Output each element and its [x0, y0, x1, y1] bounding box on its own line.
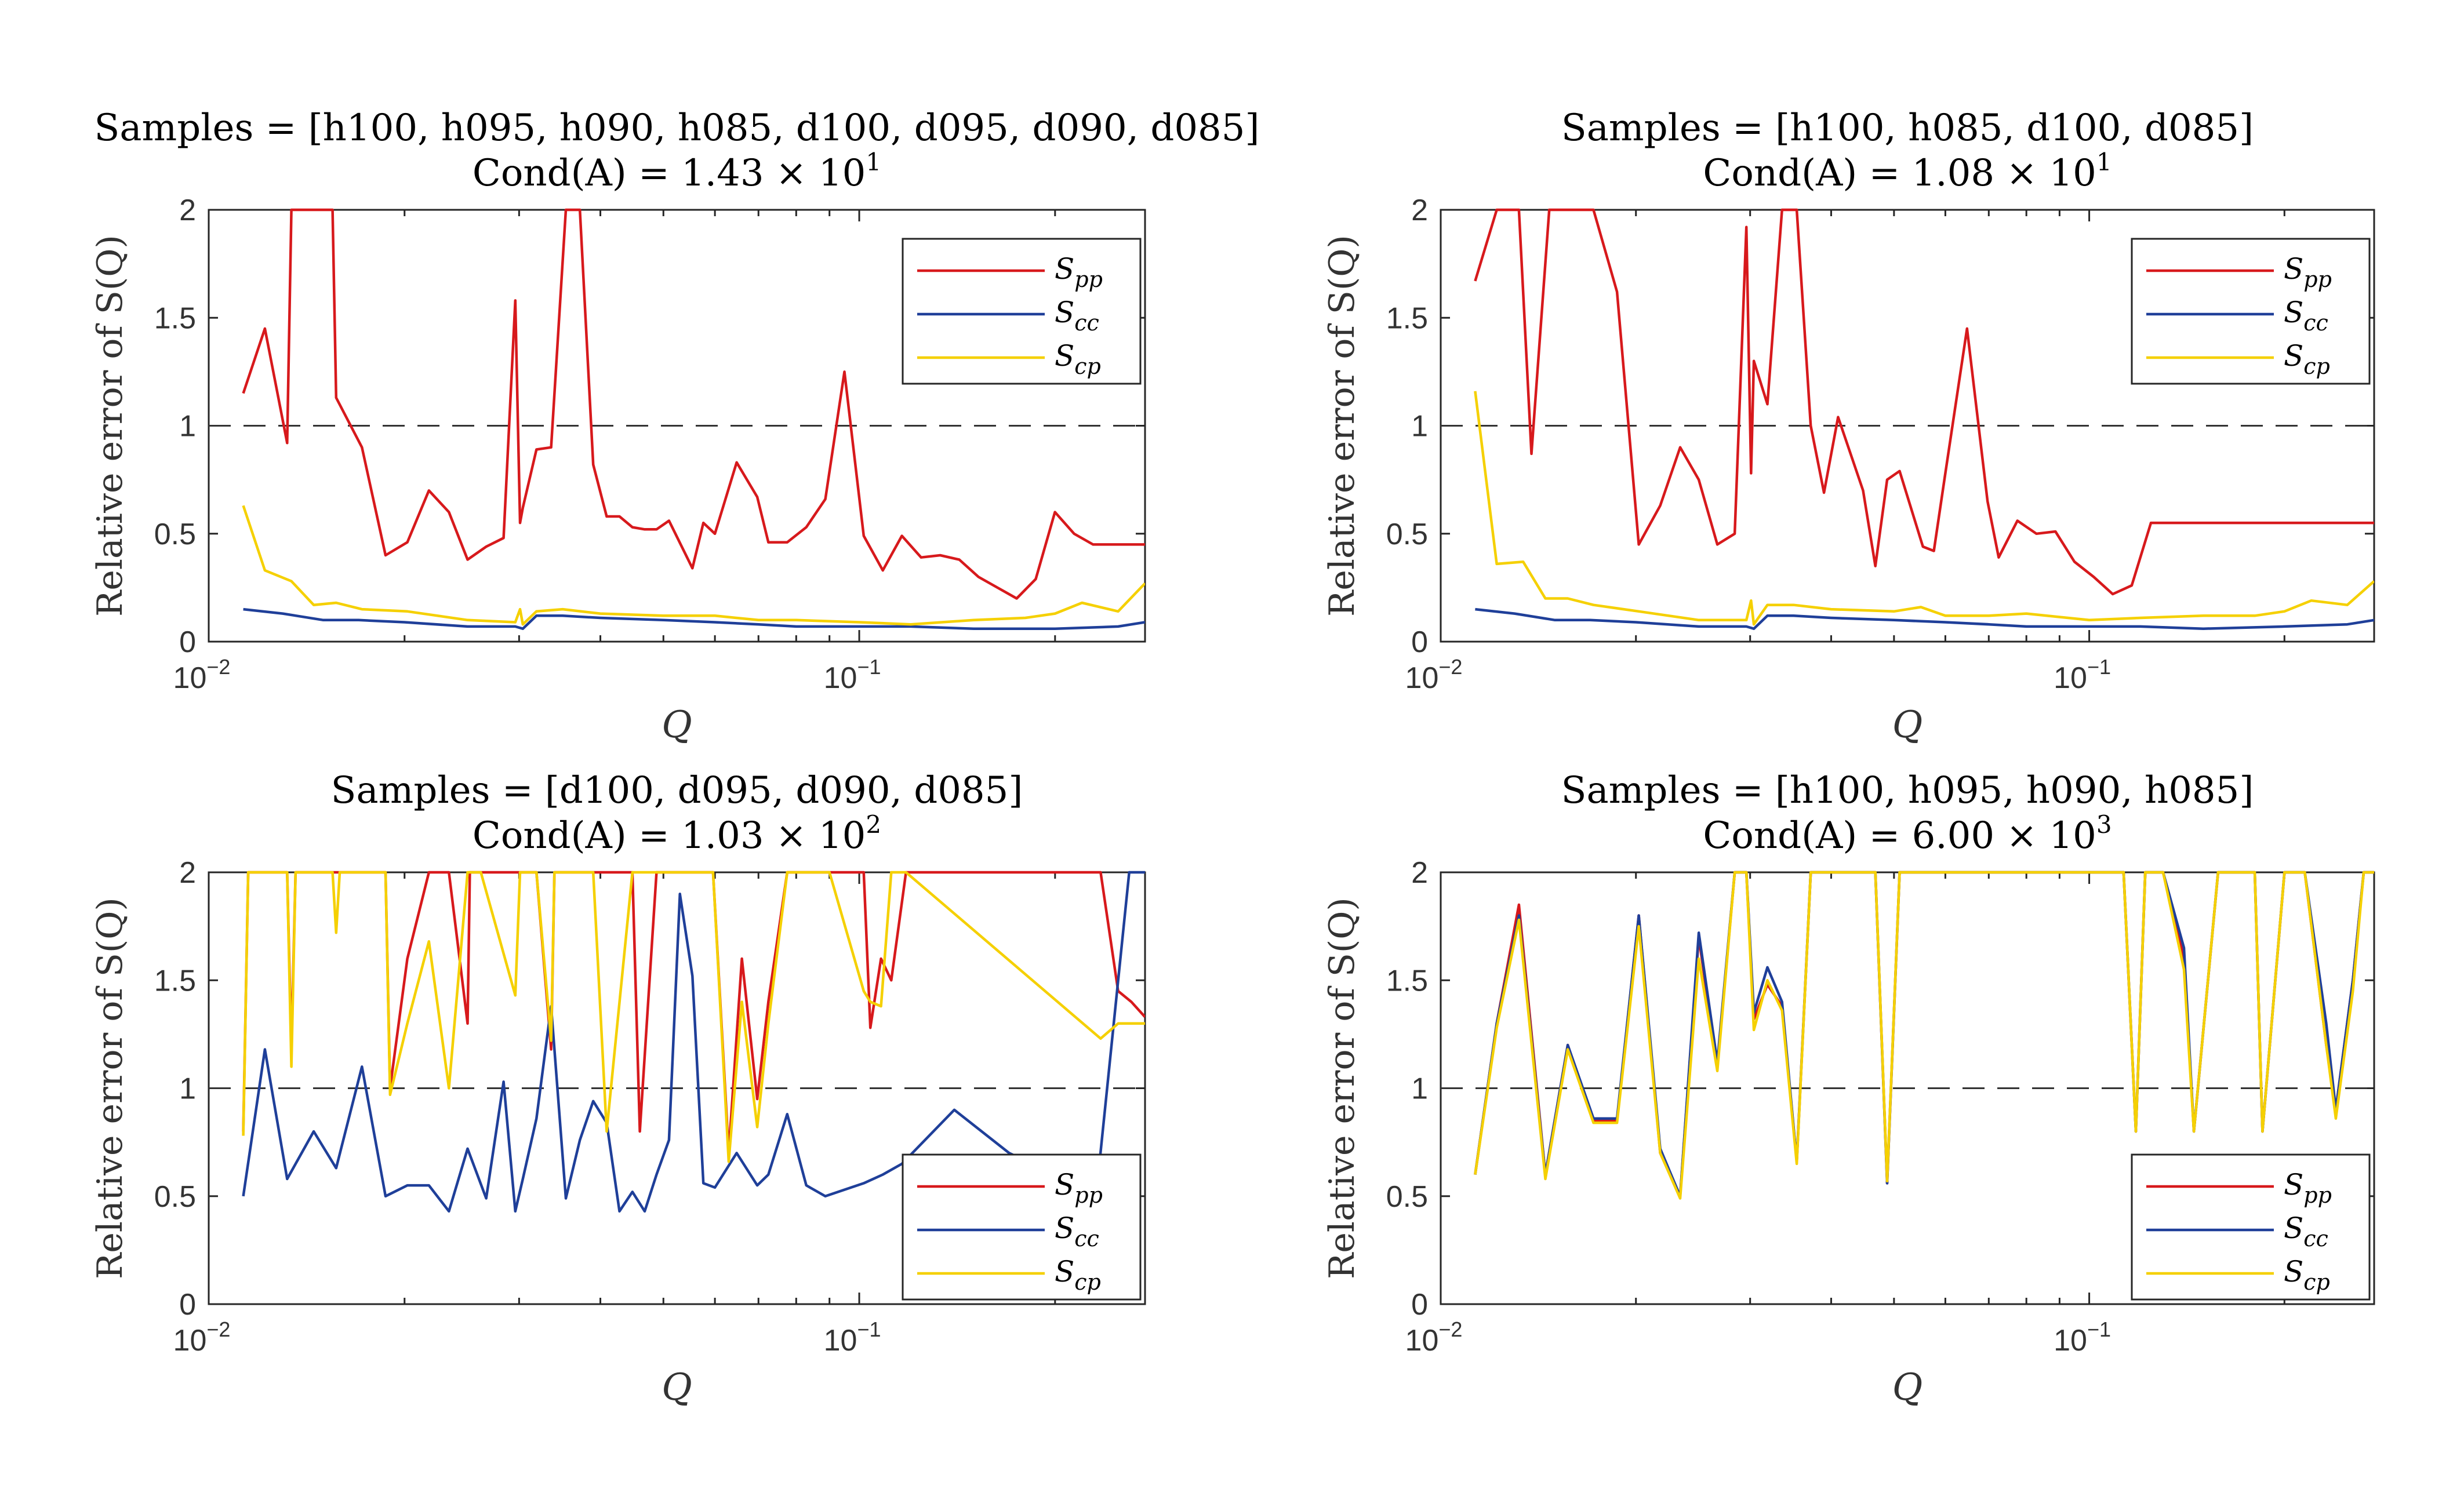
x-axis-label: Q	[1892, 704, 1922, 747]
legend-label-Scc: Scc	[1055, 296, 1099, 336]
x-axis-label: Q	[662, 1366, 692, 1409]
legend-label-Scp: Scp	[2284, 1255, 2330, 1295]
x-tick-label: 10−2	[173, 1317, 231, 1357]
cond-exponent: 1	[2096, 148, 2112, 176]
legend-label-Spp: Spp	[1055, 252, 1103, 292]
chart-subtitle: Cond(A) = 1.08 × 101	[1703, 148, 2112, 195]
x-tick-label: 10−1	[824, 1317, 881, 1357]
chart-subtitle: Cond(A) = 1.03 × 102	[473, 810, 881, 857]
legend-label-Scp: Scp	[2284, 339, 2330, 379]
chart-subtitle: Cond(A) = 1.43 × 101	[473, 148, 881, 195]
chart-panel-2: Samples = [h100, h085, d100, d085]Cond(A…	[1322, 107, 2375, 747]
series-line-Spp	[1474, 208, 2374, 596]
x-tick-label: 10−2	[173, 655, 231, 695]
cond-exponent: 3	[2096, 810, 2112, 839]
legend-label-Scc: Scc	[1055, 1211, 1099, 1251]
cond-text: Cond(A) = 1.08 × 10	[1703, 152, 2096, 195]
legend-box	[2131, 238, 2371, 385]
chart-panel-4: Samples = [h100, h095, h090, h085]Cond(A…	[1322, 769, 2375, 1409]
series-line-Scc	[242, 871, 1145, 1213]
series-line-Scc	[1474, 871, 2374, 1198]
cond-exponent: 2	[866, 810, 881, 839]
y-axis-label: Relative error of S(Q)	[90, 235, 130, 617]
legend-label-Scp: Scp	[1055, 1255, 1101, 1295]
series-line-Scc	[1475, 607, 2374, 630]
y-tick-label: 1.5	[1386, 964, 1428, 998]
y-tick-label: 0	[179, 1288, 196, 1322]
legend-box	[902, 238, 1142, 385]
y-tick-label: 1	[1411, 410, 1428, 443]
x-tick-label: 10−1	[2054, 1317, 2111, 1357]
y-tick-label: 0	[1411, 625, 1428, 659]
y-tick-label: 1	[1411, 1072, 1428, 1106]
legend-label-Scp: Scp	[1055, 339, 1101, 379]
y-tick-label: 1	[179, 410, 196, 443]
series-line-Scp	[242, 505, 1145, 626]
legend-label-Spp: Spp	[1055, 1168, 1103, 1208]
legend-box	[902, 1153, 1142, 1301]
series-line-Spp	[1474, 871, 2374, 1198]
x-tick-label: 10−1	[824, 655, 881, 695]
series-line-Spp	[242, 208, 1145, 600]
chart-title: Samples = [h100, h095, h090, h085]	[1561, 769, 2254, 812]
legend-label-Spp: Spp	[2284, 252, 2332, 292]
series-line-Scp	[1474, 871, 2374, 1200]
x-axis-label: Q	[1892, 1366, 1922, 1409]
series-line-Scp	[242, 871, 1145, 1163]
y-axis-label: Relative error of S(Q)	[1322, 897, 1362, 1279]
cond-text: Cond(A) = 1.03 × 10	[473, 814, 866, 857]
y-tick-label: 2	[1411, 856, 1428, 890]
x-axis-label: Q	[662, 704, 692, 747]
y-tick-label: 1	[179, 1072, 196, 1106]
chart-title: Samples = [h100, h095, h090, h085, d100,…	[95, 107, 1260, 150]
y-tick-label: 2	[1411, 194, 1428, 227]
y-tick-label: 0.5	[154, 1180, 196, 1214]
x-tick-label: 10−2	[1405, 1317, 1463, 1357]
y-tick-label: 0.5	[1386, 518, 1428, 551]
series-line-Scp	[1474, 391, 2374, 626]
y-tick-label: 0.5	[154, 518, 196, 551]
y-tick-label: 1.5	[154, 301, 196, 335]
series-line-Scc	[243, 607, 1145, 630]
legend-label-Spp: Spp	[2284, 1168, 2332, 1208]
cond-text: Cond(A) = 6.00 × 10	[1703, 814, 2096, 857]
y-tick-label: 0	[179, 625, 196, 659]
x-tick-label: 10−2	[1405, 655, 1463, 695]
y-tick-label: 1.5	[154, 964, 196, 998]
chart-panel-3: Samples = [d100, d095, d090, d085]Cond(A…	[90, 769, 1146, 1409]
y-axis-label: Relative error of S(Q)	[90, 897, 130, 1279]
y-tick-label: 2	[179, 194, 196, 227]
x-tick-label: 10−1	[2054, 655, 2111, 695]
cond-exponent: 1	[866, 148, 881, 176]
y-tick-label: 0	[1411, 1288, 1428, 1322]
chart-subtitle: Cond(A) = 6.00 × 103	[1703, 810, 2112, 857]
chart-title: Samples = [h100, h085, d100, d085]	[1561, 107, 2254, 150]
y-tick-label: 1.5	[1386, 301, 1428, 335]
y-tick-label: 2	[179, 856, 196, 890]
chart-panel-1: Samples = [h100, h095, h090, h085, d100,…	[90, 107, 1259, 747]
legend-label-Scc: Scc	[2284, 1211, 2328, 1251]
legend-label-Scc: Scc	[2284, 296, 2328, 336]
y-axis-label: Relative error of S(Q)	[1322, 235, 1362, 617]
legend-box	[2131, 1153, 2371, 1301]
chart-title: Samples = [d100, d095, d090, d085]	[331, 769, 1023, 812]
y-tick-label: 0.5	[1386, 1180, 1428, 1214]
cond-text: Cond(A) = 1.43 × 10	[473, 152, 866, 195]
